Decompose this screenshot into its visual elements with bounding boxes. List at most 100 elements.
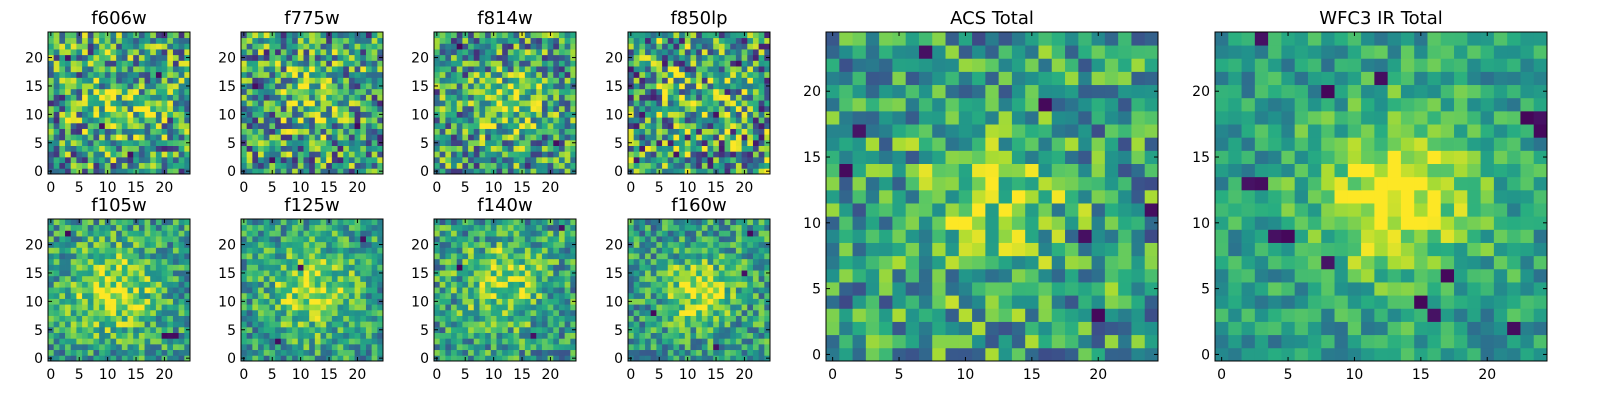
heatmap-cell (530, 292, 537, 299)
heatmap-cell (656, 321, 663, 328)
heatmap-cell (275, 134, 282, 141)
heatmap-cell (507, 94, 514, 101)
heatmap-cell (167, 338, 174, 345)
heatmap-cell (690, 156, 697, 164)
heatmap-cell (297, 247, 304, 254)
heatmap-cell (479, 117, 486, 124)
heatmap-cell (451, 134, 458, 141)
heatmap-cell (502, 77, 509, 84)
heatmap-cell (275, 241, 282, 248)
heatmap-cell (127, 134, 134, 141)
heatmap-cell (490, 49, 497, 56)
heatmap-cell (82, 275, 89, 282)
heatmap-cell (524, 77, 531, 84)
heatmap-cell (65, 264, 72, 271)
heatmap-cell (269, 71, 276, 78)
heatmap-cell (53, 355, 60, 362)
heatmap-cell (133, 292, 140, 299)
heatmap-cell (82, 338, 89, 345)
heatmap-cell (144, 264, 151, 271)
heatmap-cell (451, 32, 458, 39)
heatmap-cell (696, 309, 703, 316)
heatmap-cell (696, 88, 703, 95)
heatmap-cell (263, 32, 270, 39)
heatmap-cell (286, 88, 293, 95)
heatmap-cell (667, 88, 674, 95)
heatmap-cell (741, 37, 748, 44)
heatmap-cell (724, 139, 731, 146)
heatmap-cell (513, 304, 520, 311)
heatmap-cell (536, 355, 543, 362)
heatmap-cell (679, 100, 686, 107)
heatmap-cell (70, 224, 77, 231)
heatmap-cell (263, 287, 270, 294)
heatmap-cell (116, 139, 123, 146)
heatmap-cell (269, 105, 276, 112)
heatmap-cell (536, 287, 543, 294)
heatmap-cell (564, 338, 571, 345)
heatmap-cell (673, 66, 680, 73)
heatmap-cell (150, 162, 157, 169)
heatmap-cell (110, 60, 117, 67)
heatmap-cell (365, 111, 373, 118)
heatmap-cell (360, 264, 367, 271)
heatmap-cell (104, 105, 111, 112)
heatmap-cell (679, 139, 686, 146)
heatmap-cell (172, 32, 180, 39)
heatmap-cell (309, 343, 316, 351)
heatmap-cell (269, 117, 276, 124)
heatmap-cell (377, 275, 384, 282)
heatmap-cell (439, 332, 446, 339)
heatmap-cell (337, 111, 344, 118)
heatmap-cell (258, 162, 265, 169)
heatmap-cell (65, 292, 72, 299)
heatmap-cell (331, 66, 338, 73)
heatmap-cell (707, 94, 714, 101)
heatmap-cell (730, 321, 737, 328)
heatmap-cell (553, 77, 560, 84)
heatmap-cell (690, 326, 697, 333)
heatmap-cell (684, 128, 691, 135)
heatmap-cell (138, 355, 145, 362)
heatmap-cell (331, 49, 338, 56)
heatmap-cell (490, 37, 497, 44)
heatmap-cell (479, 111, 486, 118)
heatmap-cell (337, 117, 344, 124)
heatmap-cell (439, 258, 446, 265)
heatmap-cell (707, 168, 714, 175)
heatmap-cell (645, 287, 652, 294)
heatmap-cell (553, 32, 560, 39)
heatmap-cell (696, 139, 703, 146)
heatmap-cell (178, 94, 185, 101)
heatmap-cell (547, 326, 554, 333)
heatmap-cell (639, 332, 646, 339)
heatmap-cell (292, 270, 299, 277)
heatmap-cell (144, 355, 151, 362)
heatmap-cell (496, 343, 503, 351)
heatmap-cell (679, 270, 686, 277)
heatmap-cell (309, 37, 316, 44)
heatmap-cell (735, 122, 742, 129)
heatmap-cell (730, 355, 737, 362)
y-tick-label: 20 (411, 238, 429, 254)
heatmap-cell (360, 60, 367, 67)
heatmap-cell (485, 71, 492, 78)
heatmap-cell (280, 258, 287, 265)
heatmap-cell (456, 247, 463, 254)
heatmap-cell (735, 66, 742, 73)
heatmap-cell (127, 355, 134, 362)
heatmap-cell (536, 309, 543, 316)
heatmap-cell (87, 128, 94, 135)
heatmap-cell (155, 77, 162, 84)
heatmap-cell (479, 253, 486, 260)
heatmap-cell (184, 338, 191, 345)
heatmap-cell (713, 326, 720, 333)
heatmap-cell (127, 224, 134, 231)
heatmap-cell (348, 315, 355, 322)
heatmap-cell (507, 117, 514, 124)
heatmap-cell (667, 139, 674, 146)
heatmap-cell (690, 100, 697, 107)
heatmap-cell (645, 298, 652, 305)
heatmap-cell (507, 162, 514, 169)
heatmap-cell (496, 162, 503, 169)
